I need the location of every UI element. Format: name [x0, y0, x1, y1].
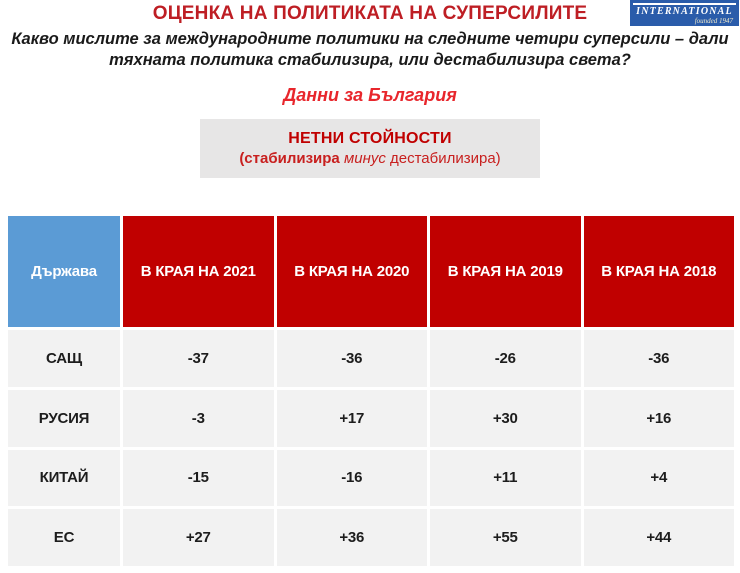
value-cell-КИТАЙ-2019: +11 — [430, 449, 581, 507]
value-cell-ЕС-2020: +36 — [276, 509, 427, 566]
column-header-year-2020: В КРАЯ НА 2020 — [276, 216, 427, 327]
gallup-international-logo: INTERNATIONAL founded 1947 — [628, 0, 739, 26]
logo-wordmark-text: INTERNATIONAL — [633, 3, 736, 17]
row-label-country: САЩ — [8, 330, 120, 387]
value-cell-КИТАЙ-2020: -16 — [276, 449, 427, 507]
logo-founded-text: founded 1947 — [694, 17, 733, 25]
net-values-subtitle: (стабилизира минус дестабилизира) — [239, 150, 500, 167]
net-values-sub-suffix: дестабилизира) — [385, 150, 501, 167]
value-cell-ЕС-2018: +44 — [583, 509, 734, 566]
value-cell-САЩ-2021: -37 — [123, 330, 274, 387]
column-header-year-2018: В КРАЯ НА 2018 — [583, 216, 734, 327]
survey-question-subtitle: Какво мислите за международните политики… — [0, 29, 740, 71]
value-cell-РУСИЯ-2020: +17 — [276, 389, 427, 447]
column-header-year-2021: В КРАЯ НА 2021 — [123, 216, 274, 327]
net-values-box: НЕТНИ СТОЙНОСТИ (стабилизира минус деста… — [200, 119, 540, 178]
value-cell-САЩ-2018: -36 — [583, 330, 734, 387]
value-cell-ЕС-2021: +27 — [123, 509, 274, 566]
value-cell-ЕС-2019: +55 — [430, 509, 581, 566]
row-label-country: РУСИЯ — [8, 389, 120, 447]
subtitle-line-1: Какво мислите за международните политики… — [11, 30, 729, 48]
value-cell-КИТАЙ-2018: +4 — [583, 449, 734, 507]
value-cell-КИТАЙ-2021: -15 — [123, 449, 274, 507]
net-values-title: НЕТНИ СТОЙНОСТИ — [288, 130, 452, 147]
column-header-year-2019: В КРАЯ НА 2019 — [430, 216, 581, 327]
net-values-sub-italic: минус — [343, 150, 386, 167]
value-cell-РУСИЯ-2021: -3 — [123, 389, 274, 447]
value-cell-САЩ-2019: -26 — [430, 330, 581, 387]
subtitle-line-2: тяхната политика стабилизира, или дестаб… — [109, 51, 631, 69]
row-label-country: ЕС — [8, 509, 120, 566]
value-cell-РУСИЯ-2019: +30 — [430, 389, 581, 447]
row-label-country: КИТАЙ — [8, 449, 120, 507]
region-note: Данни за България — [283, 85, 457, 105]
results-table: Държава В КРАЯ НА 2021 В КРАЯ НА 2020 В КРА… — [8, 216, 734, 566]
net-values-sub-prefix: (стабилизира — [239, 150, 344, 167]
value-cell-САЩ-2020: -36 — [276, 330, 427, 387]
value-cell-РУСИЯ-2018: +16 — [583, 389, 734, 447]
page-title: ОЦЕНКА НА ПОЛИТИКАТА НА СУПЕРСИЛИТЕ — [152, 3, 588, 24]
column-header-country: Държава — [8, 216, 120, 327]
